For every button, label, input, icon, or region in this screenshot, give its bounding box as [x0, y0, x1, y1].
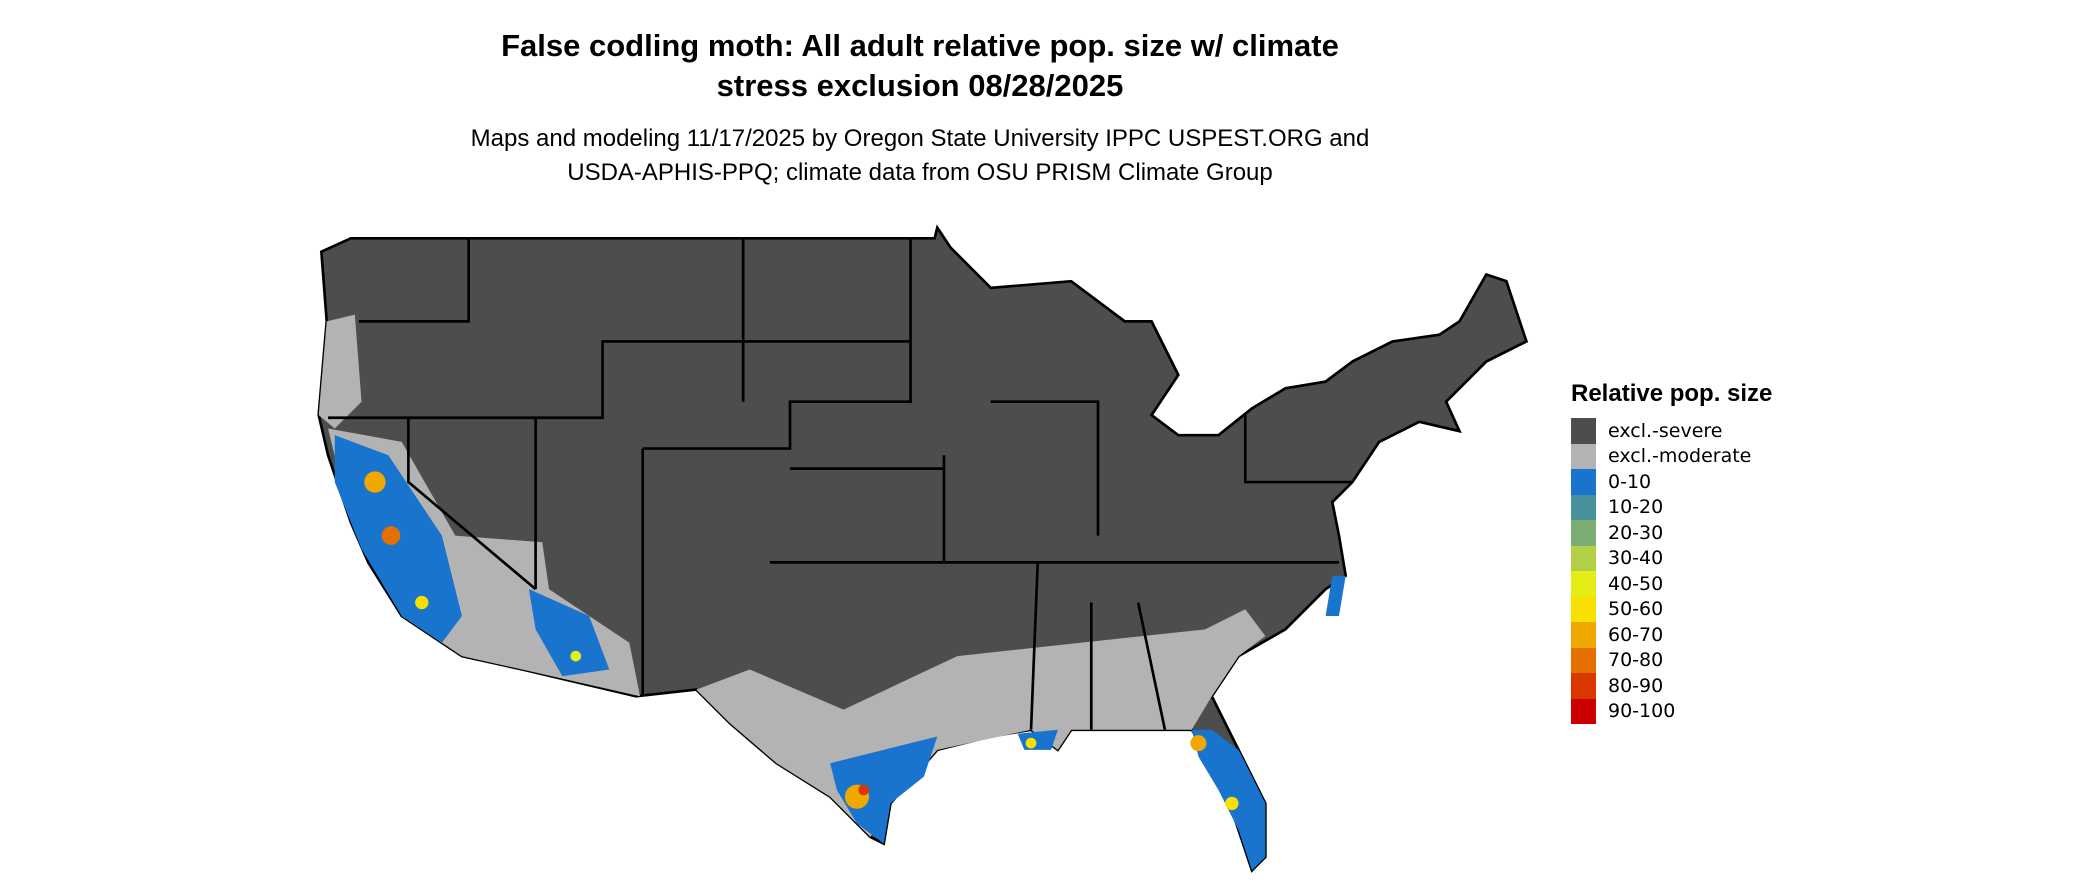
legend-label: 50-60: [1608, 598, 1664, 621]
legend-item: 60-70: [1571, 622, 1772, 648]
legend-swatch: [1571, 622, 1596, 648]
legend-label: 30-40: [1608, 547, 1664, 570]
legend-swatch: [1571, 698, 1596, 724]
legend-item: 90-100: [1571, 698, 1772, 724]
legend-item: 10-20: [1571, 494, 1772, 520]
legend-label: 60-70: [1608, 623, 1664, 646]
legend-swatch: [1571, 494, 1596, 520]
legend-item: excl.-severe: [1571, 418, 1772, 444]
legend-label: 10-20: [1608, 496, 1664, 519]
legend-item: 0-10: [1571, 469, 1772, 495]
suitable-high-regions: [364, 471, 1239, 811]
legend: Relative pop. size excl.-severe excl.-mod…: [1571, 380, 1772, 724]
legend-label: 40-50: [1608, 572, 1664, 595]
legend-item: 20-30: [1571, 520, 1772, 546]
legend-label: 0-10: [1608, 470, 1652, 493]
legend-swatch: [1571, 520, 1596, 546]
state-borders: [328, 238, 1353, 731]
legend-swatch: [1571, 545, 1596, 571]
legend-label: 80-90: [1608, 674, 1664, 697]
legend-title: Relative pop. size: [1571, 380, 1773, 407]
legend-swatch: [1571, 469, 1596, 495]
legend-label: 70-80: [1608, 649, 1664, 672]
map-title-line-1: False codling moth: All adult relative p…: [501, 28, 1339, 63]
legend-item: 80-90: [1571, 673, 1772, 699]
legend-item: excl.-moderate: [1571, 443, 1772, 469]
legend-swatch: [1571, 443, 1596, 469]
legend-label: 20-30: [1608, 521, 1664, 544]
legend-item: 40-50: [1571, 571, 1772, 597]
legend-label: excl.-moderate: [1608, 445, 1752, 468]
map-subtitle-line-1: Maps and modeling 11/17/2025 by Oregon S…: [470, 125, 1370, 152]
map-title-line-2: stress exclusion 08/28/2025: [716, 68, 1124, 103]
map-subtitle-line-2: USDA-APHIS-PPQ; climate data from OSU PR…: [567, 159, 1273, 186]
legend-swatch: [1571, 418, 1596, 444]
legend-item: 30-40: [1571, 545, 1772, 571]
legend-swatch: [1571, 571, 1596, 597]
legend-swatch: [1571, 647, 1596, 673]
legend-item: 70-80: [1571, 647, 1772, 673]
legend-swatch: [1571, 673, 1596, 699]
legend-label: 90-100: [1608, 700, 1676, 723]
legend-item: 50-60: [1571, 596, 1772, 622]
legend-label: excl.-severe: [1608, 419, 1723, 442]
legend-swatch: [1571, 596, 1596, 622]
